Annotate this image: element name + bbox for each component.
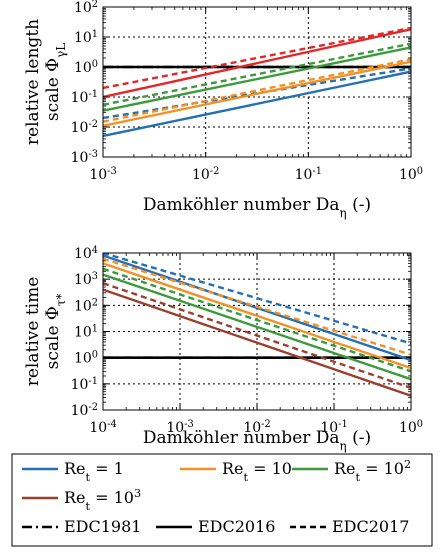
legend-label: EDC1981	[64, 517, 141, 536]
y-axis-label: scale ΦγL	[43, 43, 68, 121]
y-tick-label: 10-1	[71, 375, 98, 393]
series-line	[103, 288, 411, 397]
y-axis-label: relative time	[23, 277, 43, 387]
x-tick-label: 10-3	[166, 419, 193, 437]
legend-label: Ret = 102	[334, 458, 411, 484]
x-tick-label: 10-1	[320, 419, 347, 437]
y-tick-label: 102	[74, 0, 98, 16]
legend-label: EDC2017	[332, 517, 409, 536]
x-axis-label: Damköhler number Daη (-)	[143, 428, 371, 453]
x-tick-label: 10-2	[243, 419, 270, 437]
y-tick-label: 101	[74, 29, 98, 47]
legend-frame	[11, 453, 433, 547]
x-tick-label: 10-2	[192, 166, 219, 184]
y-tick-label: 100	[74, 59, 98, 77]
series-line	[103, 282, 411, 390]
x-tick-label: 100	[399, 166, 423, 184]
series-line	[103, 58, 411, 123]
y-tick-label: 101	[74, 323, 98, 341]
series-line	[103, 42, 411, 106]
y-tick-label: 10-2	[71, 119, 98, 137]
series-line	[103, 257, 411, 356]
y-tick-label: 100	[74, 349, 98, 367]
series-line	[103, 262, 411, 370]
legend-label: Ret = 103	[64, 487, 141, 513]
y-tick-label: 104	[74, 245, 98, 263]
chart-time-scale: 10-4 10-3 10-2 10-1 100 10-2 10-1 100 101 102 103 1…	[23, 245, 423, 454]
y-tick-label: 10-3	[71, 149, 98, 167]
series-group	[103, 253, 411, 397]
plot-frame	[102, 6, 412, 158]
legend-label: Ret = 10	[222, 459, 292, 484]
series-line	[103, 273, 411, 381]
x-axis-label: Damköhler number Daη (-)	[143, 195, 371, 220]
y-axis-label: relative length	[23, 19, 43, 145]
chart-length-scale: 10-3 10-2 10-1 100 10-3 10-2 10-1 100 101 102 Damk…	[23, 0, 423, 220]
series-line	[103, 46, 411, 112]
series-line	[103, 28, 411, 99]
series-group	[103, 26, 411, 138]
legend: Ret = 1 Ret = 10 Ret = 102 Ret = 103 EDC1981…	[11, 453, 433, 547]
x-tick-label: 10-3	[89, 166, 116, 184]
x-tick-label: 10-4	[89, 419, 116, 437]
series-line	[103, 26, 411, 90]
y-tick-label: 10-2	[71, 402, 98, 420]
y-tick-label: 102	[74, 297, 98, 315]
y-tick-label: 10-1	[71, 89, 98, 107]
y-tick-label: 103	[74, 271, 98, 289]
series-line	[103, 267, 411, 373]
series-line	[103, 60, 411, 127]
legend-label: EDC2016	[198, 517, 275, 536]
series-line	[103, 253, 411, 345]
x-tick-label: 10-1	[295, 166, 322, 184]
y-axis-label: scale Φτ*	[43, 294, 68, 370]
series-line	[103, 70, 411, 138]
legend-label: Ret = 1	[64, 459, 124, 484]
x-tick-label: 100	[399, 419, 423, 437]
